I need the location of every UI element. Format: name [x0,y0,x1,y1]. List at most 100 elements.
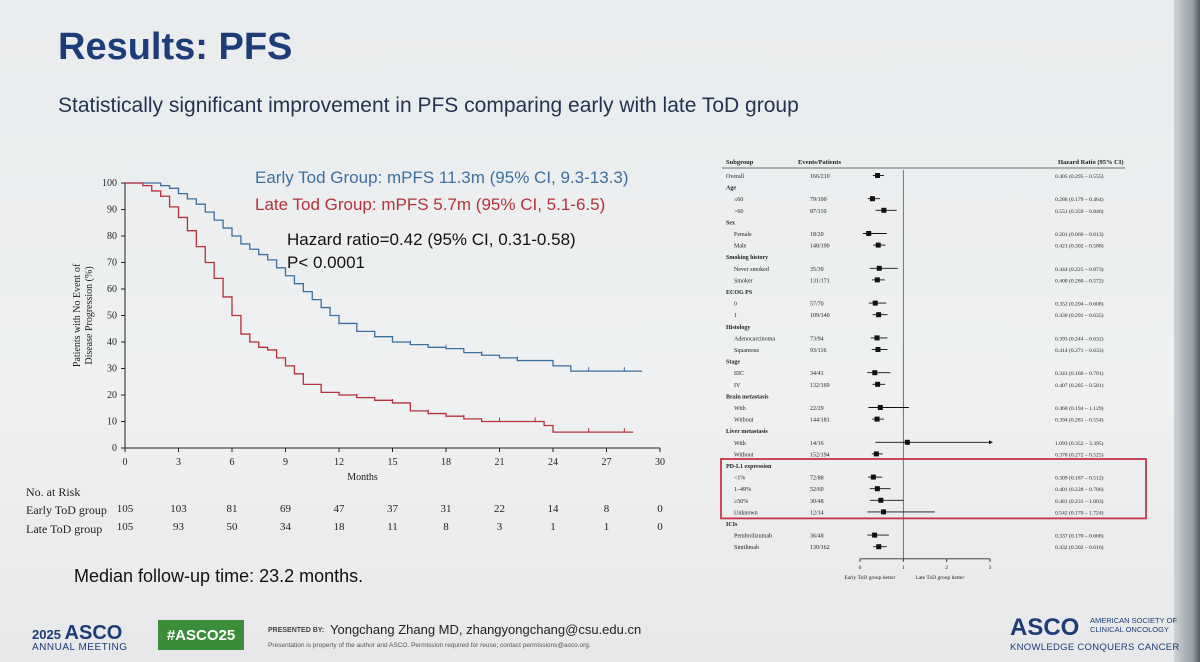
forest-group-header: Age [726,186,736,192]
forest-row-events: 93/116 [810,348,826,354]
forest-point-estimate [875,347,881,352]
x-tick-label: 18 [441,457,451,468]
forest-group-header: Histology [726,325,750,331]
forest-row-events: 18/20 [810,232,824,238]
asco-meeting-logo: 2025 ASCO [32,622,122,645]
forest-point-estimate [875,381,881,387]
forest-point-estimate [874,277,880,283]
forest-row-label: ≥50% [734,499,748,505]
risk-count-early: 8 [604,503,610,515]
forest-group-header: ICIs [726,522,738,528]
forest-group-header: Liver metastasis [726,429,768,435]
early-survival-curve [125,182,643,372]
presenter-name: Yongchang Zhang MD, zhangyongchang@csu.e… [330,622,642,637]
forest-row-events: 36/48 [810,534,824,540]
forest-row-label: ≤60 [734,197,743,203]
forest-row-label: Female [734,232,752,238]
y-tick-label: 30 [107,364,117,375]
forest-point-estimate [872,300,878,306]
risk-count-early: 14 [548,503,560,515]
forest-x-tick-label: 2 [945,565,948,571]
forest-point-estimate [875,242,881,248]
forest-row-ci-text: 0.378 (0.272 – 0.525) [1055,451,1104,458]
risk-count-late: 8 [443,521,449,533]
forest-group-header: Stage [726,360,740,366]
forest-row-events: 152/194 [810,452,830,458]
forest-group-header: Smoking history [726,255,768,261]
forest-row-label: 1–49% [734,487,751,493]
forest-row-ci-text: 0.309 (0.187 – 0.512) [1055,475,1104,482]
forest-point-estimate [869,196,875,202]
forest-row-ci-text: 0.407 (0.285 – 0.581) [1055,382,1104,389]
forest-row-label: With [734,406,746,412]
forest-row-ci-text: 0.421 (0.302 – 0.588) [1055,243,1104,250]
forest-row-ci-text: 0.201 (0.066 – 0.613) [1055,231,1104,238]
p-value-text: P< 0.0001 [287,253,365,272]
forest-favours-left: Early ToD group better [844,575,895,581]
forest-point-estimate [870,474,876,480]
forest-group-header: Brain metastasis [726,394,769,400]
x-tick-label: 21 [495,457,505,468]
forest-row-ci-text: 0.401 (0.228 – 0.706) [1055,486,1104,493]
y-tick-label: 60 [107,284,117,295]
forest-point-estimate [878,497,884,503]
forest-x-tick-label: 0 [859,565,862,571]
forest-row-label: IIIC [734,371,744,377]
forest-row-events: 57/70 [810,302,824,308]
late-group-label: Late Tod Group: mPFS 5.7m (95% CI, 5.1-6… [255,195,606,214]
forest-row-events: 30/48 [810,499,824,505]
forest-col-hr: Hazard Ratio (95% CI) [1058,159,1124,166]
forest-row-ci-text: 0.341 (0.166 – 0.701) [1055,370,1104,377]
forest-group-header: ECOG PS [726,290,753,296]
forest-row-ci-text: 1.093 (0.352 – 3.395) [1055,440,1104,447]
risk-count-late: 0 [657,521,663,533]
forest-row-label: Squamous [734,348,760,354]
risk-count-late: 105 [117,521,134,533]
risk-count-early: 31 [441,503,452,515]
forest-row-ci-text: 0.393 (0.244 – 0.632) [1055,335,1104,342]
hazard-ratio-text: Hazard ratio=0.42 (95% CI, 0.31-0.58) [287,230,576,249]
x-tick-label: 27 [602,457,612,468]
forest-row-ci-text: 0.405 (0.295 – 0.555) [1055,173,1104,180]
forest-favours-right: Late ToD group better [915,575,964,581]
risk-count-late: 50 [227,521,239,533]
forest-row-label: <1% [734,476,745,482]
forest-point-estimate [872,532,878,538]
forest-row-events: 34/41 [810,371,824,377]
risk-count-early: 37 [387,503,399,515]
forest-row-label: Male [734,244,747,250]
forest-point-estimate [874,486,880,492]
y-tick-label: 40 [107,337,117,348]
risk-count-late: 1 [550,521,556,533]
forest-point-estimate [875,173,881,178]
x-tick-label: 30 [655,457,665,468]
y-tick-label: 70 [107,258,117,269]
forest-row-ci-text: 0.444 (0.225 – 0.873) [1055,266,1104,273]
asco-wordmark: ASCO [64,622,123,644]
forest-group-header: Sex [726,220,735,226]
forest-point-estimate [881,207,887,213]
forest-row-ci-text: 0.432 (0.302 – 0.616) [1055,544,1104,551]
forest-row-events: 130/162 [810,545,830,551]
risk-count-late: 18 [334,521,346,533]
forest-point-estimate [877,405,883,410]
forest-row-events: 22/29 [810,406,824,412]
forest-row-events: 87/110 [810,209,826,215]
screen-edge [1174,0,1200,662]
forest-row-ci-text: 0.481 (0.231 – 1.003) [1055,498,1104,505]
presented-by-label: PRESENTED BY: [268,627,325,634]
forest-row-events: 132/169 [810,383,830,389]
y-tick-label: 90 [107,205,117,216]
forest-row-events: 79/100 [810,197,827,203]
risk-count-early: 69 [280,503,292,515]
annual-meeting-label: ANNUAL MEETING [32,642,128,653]
forest-point-estimate [872,370,878,376]
pdl1-highlight-box [720,458,1147,520]
forest-row-ci-text: 0.394 (0.281 – 0.554) [1055,417,1104,424]
forest-x-tick-label: 1 [902,565,905,571]
forest-point-estimate [874,416,880,422]
forest-row-label: >60 [734,209,743,215]
forest-point-estimate [866,231,872,236]
